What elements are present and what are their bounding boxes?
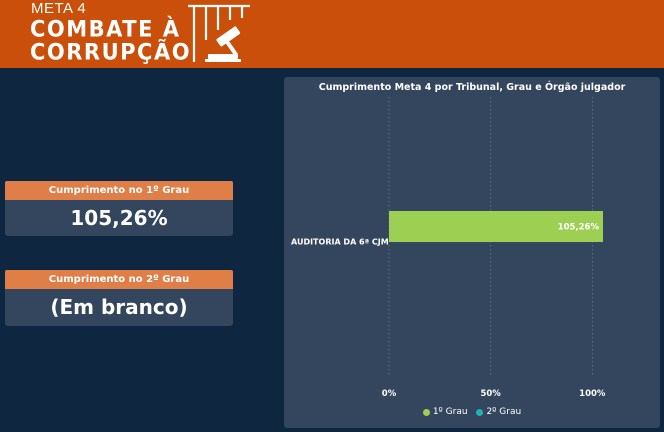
legend-item-1[interactable]: 1º Grau [422,407,468,417]
x-tick-label-0: 0% [382,389,397,399]
card-second-degree: Cumprimento no 2º Grau (Em branco) [5,270,233,326]
page-header: META 4 COMBATE À CORRUPÇÃO [0,0,664,68]
chart-panel: Cumprimento Meta 4 por Tribunal, Grau e … [284,77,660,428]
category-label-0: AUDITORIA DA 6ª CJM [291,238,389,247]
card-first-degree-value: 105,26% [5,200,233,236]
bar-chart: AUDITORIA DA 6ª CJM 105,26% 0% 50% 100% [291,97,606,399]
bar-data-label-0-0: 105,26% [558,223,600,233]
chart-title: Cumprimento Meta 4 por Tribunal, Grau e … [318,82,626,93]
legend-label-2: 2º Grau [486,407,522,417]
card-first-degree: Cumprimento no 1º Grau 105,26% [5,181,233,236]
bar-0-0[interactable] [389,211,603,242]
card-second-degree-value: (Em branco) [5,289,233,326]
card-first-degree-title: Cumprimento no 1º Grau [5,181,233,200]
header-title-line1: COMBATE À [30,16,181,42]
legend-label-1: 1º Grau [432,407,468,417]
x-tick-label-1: 50% [480,389,501,399]
meta-number: META 4 [31,0,87,17]
legend-dot-1 [422,408,430,416]
x-tick-label-2: 100% [579,389,606,399]
legend-item-2[interactable]: 2º Grau [476,407,521,417]
card-second-degree-title: Cumprimento no 2º Grau [5,270,233,289]
header-title-line2: CORRUPÇÃO [30,39,192,65]
legend-dot-2 [476,408,484,416]
chart-legend: 1º Grau 2º Grau [284,407,660,419]
jail-bars-gavel-icon [188,4,250,62]
